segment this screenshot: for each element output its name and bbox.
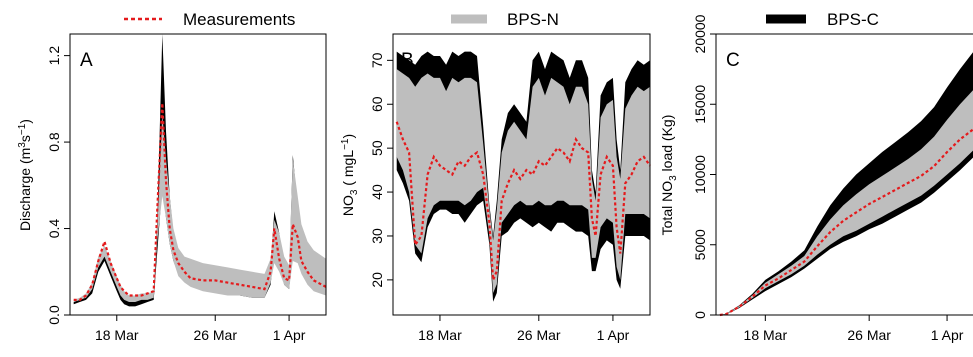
panel-b-band-bps-n xyxy=(396,69,650,293)
panel-b-y-axis: 20 30 40 50 60 70 xyxy=(369,52,393,288)
panel-a-ytick-label: 0.0 xyxy=(46,305,62,325)
panel-b-ytick-label: 30 xyxy=(369,228,385,244)
panel-b-frame xyxy=(392,33,651,316)
panel-b-xtick-label: 1 Apr xyxy=(597,327,630,343)
panel-c-line-measurements xyxy=(719,128,973,317)
panel-b-ytick-label: 50 xyxy=(369,140,385,156)
panel-a-ytick-label: 0.8 xyxy=(46,132,62,152)
panel-c-xtick-label: 18 Mar xyxy=(744,327,788,343)
legend-bps-c-label: BPS-C xyxy=(827,10,879,29)
panel-a-ytick-label: 1.2 xyxy=(46,46,62,66)
panel-a-ytick-label: 0.4 xyxy=(46,219,62,239)
panel-b-xtick-label: 26 Mar xyxy=(517,327,561,343)
panel-c-ylabel: Total NO3 load (Kg) xyxy=(659,115,679,236)
panel-b-xtick-label: 18 Mar xyxy=(418,327,462,343)
panel-b-ylabel: NO3 ( mgL−1) xyxy=(340,134,360,216)
legend-bps-n-label: BPS-N xyxy=(507,10,559,29)
panel-c-ytick-label: 15000 xyxy=(692,85,708,124)
panel-b-ytick-label: 70 xyxy=(369,52,385,68)
panel-a-xtick-label: 26 Mar xyxy=(193,327,237,343)
panel-a-y-axis: 0.0 0.4 0.8 1.2 xyxy=(46,46,70,325)
panel-c-label: C xyxy=(726,50,740,71)
panel-c-band-bps-n xyxy=(719,90,973,315)
panel-b-ytick-label: 60 xyxy=(369,96,385,112)
panel-b-label: B xyxy=(401,50,414,71)
panel-c-ytick-label: 0 xyxy=(692,311,708,319)
legend-measurements-label: Measurements xyxy=(183,10,295,29)
panel-b-line-measurements xyxy=(395,121,651,281)
panel-c-ytick-label: 5000 xyxy=(692,229,708,260)
panel-c-ytick-label: 10000 xyxy=(692,155,708,194)
panel-a-frame xyxy=(69,33,327,316)
panel-b-plot-area xyxy=(395,51,651,302)
panel-b-ytick-label: 40 xyxy=(369,184,385,200)
panel-c-plot-area xyxy=(719,52,973,317)
panel-c-xtick-label: 1 Apr xyxy=(931,327,964,343)
panel-c-total-load: C Total NO3 load (Kg) 0 5000 10000 15000 200… xyxy=(659,14,973,343)
panel-a-band-bps-n xyxy=(73,114,326,302)
panel-c-y-axis: 0 5000 10000 15000 20000 xyxy=(692,14,716,319)
panel-a-label: A xyxy=(80,50,93,71)
panel-c-x-axis: 18 Mar 26 Mar 1 Apr xyxy=(744,315,964,343)
panel-a-xtick-label: 18 Mar xyxy=(95,327,139,343)
panel-a-x-axis: 18 Mar 26 Mar 1 Apr xyxy=(95,315,306,343)
panel-c-ytick-label: 20000 xyxy=(692,14,708,53)
panel-b-x-axis: 18 Mar 26 Mar 1 Apr xyxy=(418,315,630,343)
panel-a-ylabel: Discharge (m3s−1) xyxy=(17,119,33,231)
panel-c-xtick-label: 26 Mar xyxy=(847,327,891,343)
panel-a-xtick-label: 1 Apr xyxy=(273,327,306,343)
panel-b-ytick-label: 20 xyxy=(369,272,385,288)
panel-a-plot-area xyxy=(73,34,327,307)
legend: Measurements BPS-N BPS-C xyxy=(124,10,879,29)
panel-a-line-measurements xyxy=(73,103,327,301)
panel-b-nitrate: B NO3 ( mgL−1) 20 30 40 50 60 70 18 Mar 26 Mar… xyxy=(340,33,651,343)
panel-a-discharge: A Discharge (m3s−1) 0.0 0.4 0.8 1.2 18 Mar 2… xyxy=(17,33,327,343)
